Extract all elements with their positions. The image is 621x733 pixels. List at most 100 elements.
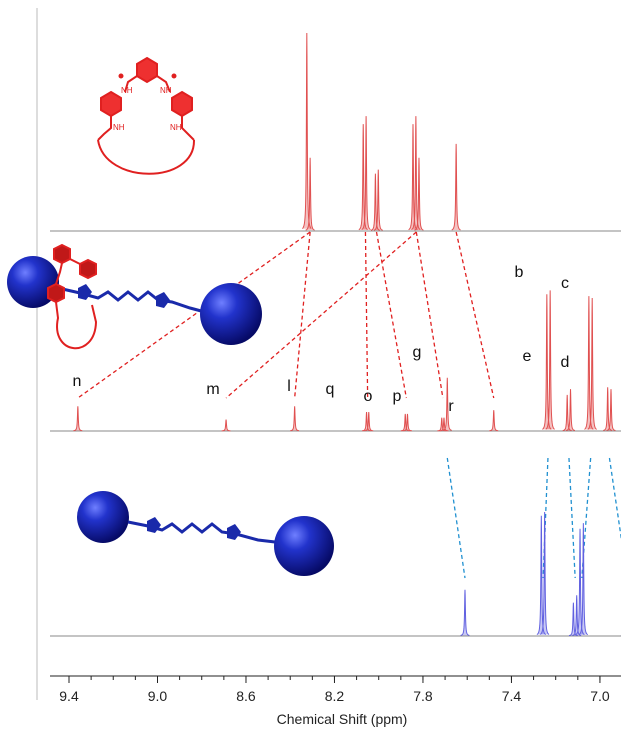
x-tick-label: 8.2 — [325, 688, 345, 704]
axle-ring-1 — [147, 517, 161, 533]
peak — [361, 116, 371, 231]
peak — [539, 512, 550, 635]
x-tick-label: 7.4 — [502, 688, 522, 704]
rotaxane-stopper-right — [200, 283, 262, 345]
spectrum-rotaxane — [50, 290, 621, 432]
right-amide-chain — [181, 116, 195, 141]
peak-label-l: l — [287, 378, 291, 395]
peak — [536, 515, 547, 635]
peak-label-r: r — [448, 398, 454, 415]
amide-link-left — [124, 75, 138, 93]
peak — [290, 406, 300, 432]
peak — [362, 411, 372, 432]
peak — [603, 387, 613, 431]
peak-label-n: n — [73, 373, 82, 390]
x-tick-label: 7.8 — [413, 688, 433, 704]
rotaxane-macrocycle — [47, 243, 98, 350]
x-tick-label: 7.0 — [590, 688, 610, 704]
correlation-line — [608, 457, 621, 541]
peak-label-m: m — [206, 381, 219, 398]
carbonyl-o1 — [118, 73, 124, 79]
peak — [305, 157, 315, 231]
peak — [408, 124, 418, 231]
macrocycle-loop — [97, 139, 196, 175]
rotaxane-axle — [57, 286, 206, 314]
peak — [545, 290, 555, 430]
nh-label-4: NH — [170, 123, 182, 132]
nh-label-1: NH — [121, 86, 133, 95]
spectra — [50, 32, 621, 637]
rotaxane-stopper-left — [7, 256, 59, 308]
amide-link-right — [156, 75, 171, 93]
peak — [451, 143, 461, 231]
carbonyl-o2 — [171, 73, 177, 79]
correlation-line — [294, 231, 311, 399]
peak — [364, 411, 374, 432]
peak — [358, 124, 368, 231]
peak — [489, 410, 499, 432]
peak-label-o: o — [364, 388, 373, 405]
peak — [575, 528, 585, 636]
peak-labels: n m l q o p g r b e c d — [73, 264, 570, 415]
top-benzene-ring — [136, 56, 158, 84]
peak — [402, 413, 412, 432]
peak-label-d: d — [561, 354, 570, 371]
peak — [302, 32, 312, 229]
peak — [370, 173, 380, 231]
peak — [373, 169, 383, 231]
axle-ring-2 — [227, 524, 241, 540]
nh-label-3: NH — [113, 123, 125, 132]
correlation-line — [415, 231, 444, 399]
nh-label-2: NH — [160, 86, 172, 95]
rotaxane-ring-hex-3 — [47, 282, 65, 304]
spectrum-macrocycle — [50, 32, 621, 232]
left-amide-chain — [97, 116, 112, 141]
peak-label-q: q — [326, 381, 335, 398]
x-tick-label: 8.6 — [236, 688, 256, 704]
correlation-line — [446, 457, 466, 579]
left-benzene-ring — [100, 90, 122, 118]
peak — [584, 296, 594, 430]
rotaxane-structure — [7, 243, 262, 350]
axle-stopper-right — [274, 516, 334, 576]
peak — [565, 389, 576, 431]
peak — [411, 116, 421, 231]
spectrum-axle — [50, 512, 621, 637]
peak — [568, 602, 578, 637]
peak — [572, 595, 582, 636]
correlation-line — [364, 231, 369, 399]
x-tick-label: 9.4 — [59, 688, 79, 704]
correlation-line — [455, 231, 495, 399]
peak — [414, 157, 424, 231]
rotaxane-ring-hex-1 — [53, 243, 71, 265]
peak — [442, 377, 452, 431]
correlation-line — [568, 457, 576, 579]
correlation-line — [225, 231, 417, 399]
correlation-line — [77, 231, 311, 399]
peak — [606, 389, 616, 431]
peak — [221, 419, 231, 432]
x-tick-label: 9.0 — [148, 688, 168, 704]
rotaxane-ring-hex-2 — [79, 258, 97, 280]
peak-label-g: g — [413, 344, 422, 361]
peak — [562, 394, 572, 432]
peak — [587, 297, 597, 430]
peak-label-e: e — [523, 348, 532, 365]
peak — [400, 413, 410, 432]
peak — [437, 417, 447, 432]
correlation-line — [375, 231, 408, 399]
peak-label-c: c — [561, 275, 569, 292]
peak — [460, 589, 470, 636]
axle-stopper-left — [77, 491, 129, 543]
rotaxane-ring-loop — [55, 301, 98, 350]
peak — [542, 294, 552, 430]
x-axis-title: Chemical Shift (ppm) — [277, 711, 408, 727]
peak-label-p: p — [393, 388, 402, 405]
peak — [439, 417, 449, 432]
peak — [578, 523, 589, 636]
x-axis-minor-ticks — [68, 676, 601, 680]
x-axis-tick-labels: 9.4 9.0 8.6 8.2 7.8 7.4 7.0 — [59, 688, 610, 704]
axle-structure — [77, 491, 334, 576]
rotaxane-axle-ring-2 — [156, 292, 170, 308]
